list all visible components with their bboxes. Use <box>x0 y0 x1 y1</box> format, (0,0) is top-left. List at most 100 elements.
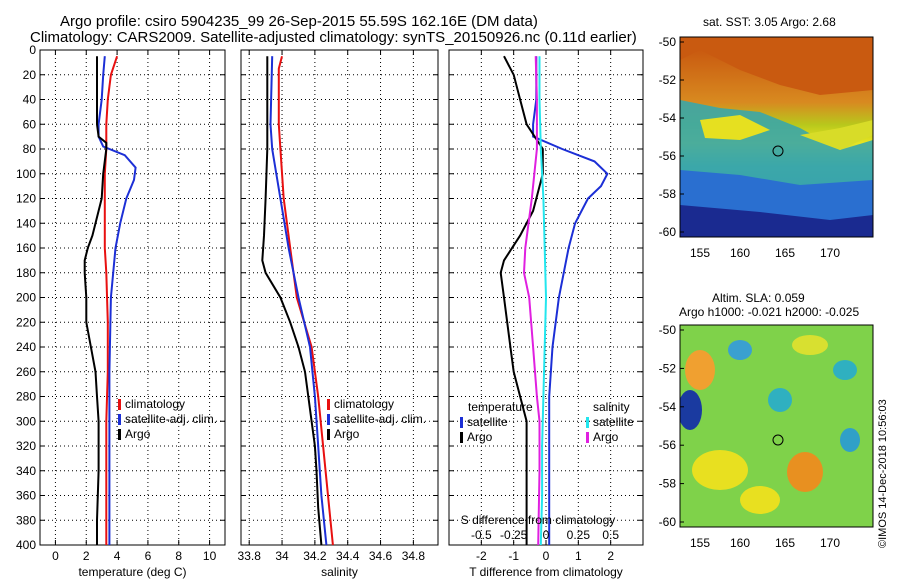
legend-label: satellite-adj. clim. <box>334 412 426 426</box>
x-tick-label: 33.8 <box>238 549 262 563</box>
x-tick-label: 8 <box>175 549 182 563</box>
map-y-tick-label: -60 <box>659 515 677 529</box>
legend-label: satellite <box>467 415 508 429</box>
series-line-satellite-adj--clim- <box>97 56 137 545</box>
legend-swatch <box>327 399 330 410</box>
sst-argo-marker <box>772 145 784 157</box>
y-tick-label: 380 <box>16 513 36 527</box>
top-tick-label: 0.25 <box>567 528 591 542</box>
map-y-tick-label: -54 <box>659 400 677 414</box>
legend-swatch <box>586 417 589 428</box>
map-x-tick-label: 160 <box>730 536 750 550</box>
map-axes: 155 160 165 170 -50 -52 -54 -56 -58 -60 155 160 165 1… <box>659 35 841 550</box>
title-line-2: Climatology: CARS2009. Satellite-adjuste… <box>30 29 637 46</box>
top-tick-label: 0.5 <box>602 528 619 542</box>
sst-map <box>679 36 874 238</box>
legend-swatch <box>118 399 121 410</box>
legend-label: Argo <box>125 427 151 441</box>
sst-deep-south <box>680 205 873 237</box>
y-tick-label: 220 <box>16 315 36 329</box>
y-tick-label: 200 <box>16 291 36 305</box>
y-tick-label: 360 <box>16 489 36 503</box>
y-tick-label: 280 <box>16 390 36 404</box>
map-y-tick-label: -60 <box>659 225 677 239</box>
series-line-t-satellite <box>532 56 609 545</box>
map-x-tick-label: 170 <box>820 536 840 550</box>
legend-swatch <box>327 414 330 425</box>
sla-map-title: Altim. SLA: 0.059 <box>712 291 805 305</box>
map-x-tick-label: 165 <box>775 536 795 550</box>
sla-blob <box>833 360 857 380</box>
x-axis-label: T difference from climatology <box>469 565 623 579</box>
y-tick-label: 40 <box>23 93 37 107</box>
series-line-climatology <box>103 55 119 545</box>
y-tick-label: 260 <box>16 365 36 379</box>
legend-label: climatology <box>334 397 394 411</box>
y-tick-label: 160 <box>16 241 36 255</box>
title-line-1: Argo profile: csiro 5904235_99 26-Sep-20… <box>60 13 538 30</box>
x-tick-label: -2 <box>476 549 487 563</box>
x-tick-label: 34.6 <box>369 549 393 563</box>
sla-blob <box>768 388 792 412</box>
x-axis-label: salinity <box>321 565 358 579</box>
x-tick-label: 10 <box>203 549 217 563</box>
y-tick-label: 100 <box>16 167 36 181</box>
x-tick-label: 34.4 <box>336 549 360 563</box>
legend-label: satellite-adj. clim. <box>125 412 217 426</box>
legend-label: climatology <box>125 397 185 411</box>
map-x-tick-label: 165 <box>775 246 795 260</box>
map-y-tick-label: -50 <box>659 35 677 49</box>
y-tick-label: 120 <box>16 192 36 206</box>
x-tick-label: 6 <box>145 549 152 563</box>
legend-swatch <box>586 432 589 443</box>
top-axis-label: S difference from climatology <box>461 513 616 527</box>
sst-map-title: sat. SST: 3.05 Argo: 2.68 <box>703 15 836 29</box>
legend-title: temperature <box>468 400 533 414</box>
sla-blob <box>685 350 715 390</box>
sla-blob <box>787 452 823 492</box>
top-tick-label: -0.5 <box>471 528 492 542</box>
map-y-tick-label: -50 <box>659 323 677 337</box>
sla-map-border <box>679 324 874 528</box>
x-tick-label: 34.2 <box>303 549 327 563</box>
series-line-argo <box>83 56 108 545</box>
legend-label: satellite <box>593 415 634 429</box>
profile-panel-2: 33.8 34 34.2 34.4 34.6 34.8 salinity climatolog… <box>238 49 439 579</box>
top-tick-label: 0 <box>543 528 550 542</box>
x-tick-label: 0 <box>52 549 59 563</box>
y-tick-label: 320 <box>16 439 36 453</box>
map-x-tick-label: 155 <box>690 536 710 550</box>
map-x-tick-label: 170 <box>820 246 840 260</box>
profile-panel-3: -2 -1 0 1 2 T difference from climatology S di… <box>448 49 644 579</box>
x-axis-label: temperature (deg C) <box>78 565 186 579</box>
x-tick-label: 34.8 <box>402 549 426 563</box>
map-x-tick-label: 160 <box>730 246 750 260</box>
y-tick-label: 300 <box>16 414 36 428</box>
series-line-s-argo <box>522 56 541 546</box>
legend-label: Argo <box>593 430 619 444</box>
series-line-s-satellite <box>538 56 548 546</box>
series-line-argo <box>261 56 323 546</box>
legend-swatch <box>460 417 463 428</box>
sst-warm-patch-2 <box>800 120 873 150</box>
map-x-tick-label: 155 <box>690 246 710 260</box>
y-tick-label: 20 <box>23 68 37 82</box>
series-line-t-argo <box>499 55 544 545</box>
sla-blob <box>740 486 780 514</box>
sla-map-subtitle: Argo h1000: -0.021 h2000: -0.025 <box>679 305 860 319</box>
legend-label: Argo <box>334 427 360 441</box>
y-tick-label: 140 <box>16 216 36 230</box>
y-tick-label: 80 <box>23 142 37 156</box>
x-tick-label: 1 <box>575 549 582 563</box>
legend-swatch <box>118 429 121 440</box>
series-line-satellite-adj--clim- <box>269 56 328 546</box>
top-tick-label: -0.25 <box>500 528 528 542</box>
map-y-tick-label: -56 <box>659 149 677 163</box>
x-tick-label: 34 <box>275 549 289 563</box>
x-tick-label: 2 <box>607 549 614 563</box>
legend-swatch <box>460 432 463 443</box>
sla-map <box>679 324 874 528</box>
sst-warm-patch <box>700 115 770 140</box>
y-tick-label: 0 <box>29 43 36 57</box>
